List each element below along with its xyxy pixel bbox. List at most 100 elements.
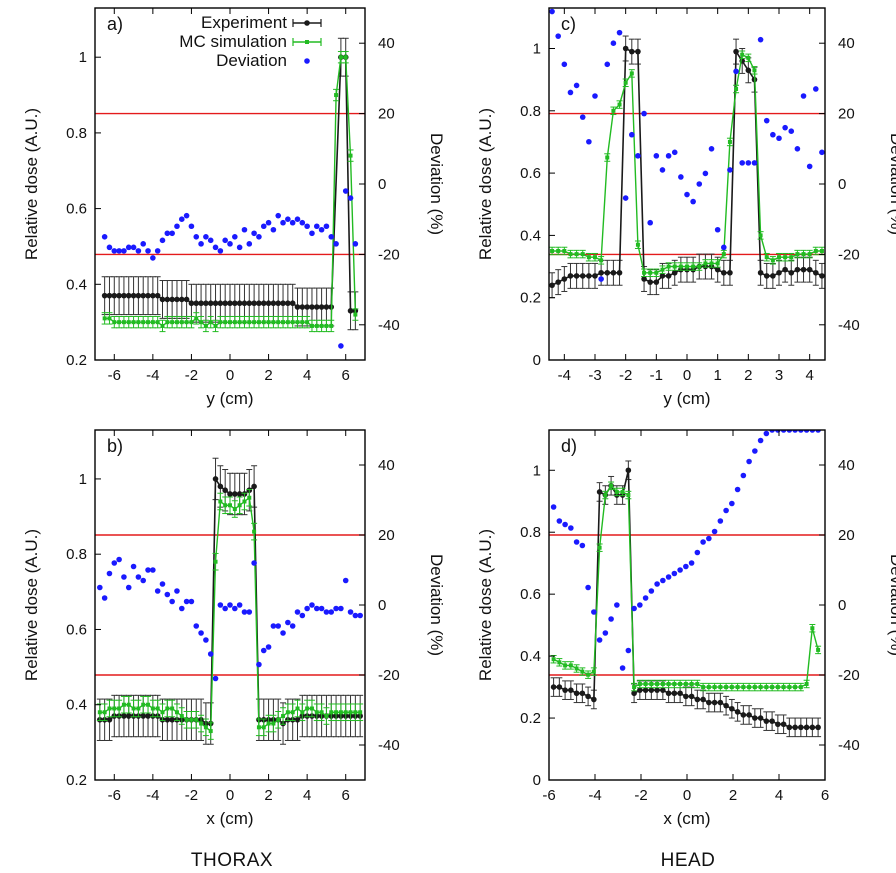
experiment-point [763, 718, 770, 724]
simulation-point [741, 685, 746, 690]
panel-label: c) [561, 14, 576, 34]
deviation-point [289, 219, 296, 226]
simulation-point [666, 264, 671, 269]
simulation-point [194, 717, 199, 722]
experiment-point [786, 724, 793, 731]
y-tick-label: 0.6 [66, 201, 87, 218]
experiment-point [671, 690, 678, 697]
deviation-point [352, 612, 359, 619]
experiment-point [683, 693, 689, 700]
deviation-point [642, 595, 649, 601]
x-tick-label: -6 [542, 787, 555, 804]
deviation-point [289, 623, 296, 629]
experiment-point [227, 491, 233, 497]
x-tick-label: -2 [185, 787, 198, 804]
simulation-point [620, 489, 625, 494]
deviation-point [614, 602, 620, 608]
deviation-point [154, 588, 161, 594]
experiment-point [591, 696, 597, 703]
x-axis-title: y (cm) [206, 389, 253, 408]
simulation-point [146, 702, 151, 707]
simulation-point [752, 68, 757, 73]
simulation-point [131, 706, 136, 711]
simulation-point [626, 493, 631, 498]
deviation-point [193, 623, 200, 629]
y2-tick-label: 20 [378, 106, 395, 123]
deviation-point [116, 556, 122, 563]
deviation-point [561, 61, 568, 68]
deviation-point [251, 230, 257, 237]
experiment-point [164, 296, 171, 303]
experiment-point [193, 300, 200, 307]
deviation-point [294, 216, 301, 222]
simulation-point [189, 320, 194, 325]
simulation-point [580, 669, 585, 674]
experiment-point [106, 292, 113, 299]
simulation-point [97, 710, 102, 715]
experiment-point [246, 300, 253, 307]
deviation-point [573, 82, 580, 89]
experiment-point [598, 269, 604, 276]
deviation-point [342, 577, 349, 584]
deviation-point [696, 181, 703, 187]
experiment-point [809, 724, 816, 731]
experiment-line [99, 476, 361, 725]
deviation-point [616, 29, 623, 36]
deviation-point [579, 114, 586, 120]
deviation-point [328, 609, 335, 615]
deviation-point [328, 234, 335, 240]
experiment-point [579, 273, 586, 279]
deviation-point [304, 605, 310, 612]
simulation-point [338, 55, 343, 60]
experiment-point [125, 713, 132, 719]
experiment-point [101, 292, 108, 299]
experiment-point [159, 296, 166, 303]
simulation-point [727, 139, 732, 144]
simulation-point [752, 685, 757, 690]
legend-label: Experiment [201, 13, 287, 32]
x-tick-label: 4 [303, 367, 311, 384]
simulation-point [112, 320, 117, 325]
deviation-point [313, 223, 320, 230]
experiment-point [654, 687, 660, 693]
simulation-point [655, 681, 660, 686]
legend-symbol-deviation [304, 58, 310, 64]
deviation-point [188, 598, 195, 605]
x-tick-label: -2 [619, 367, 632, 384]
y-tick-label: 0.4 [66, 276, 87, 293]
experiment-point [694, 696, 701, 703]
deviation-point [550, 504, 557, 510]
simulation-point [146, 320, 151, 325]
experiment-point [174, 296, 180, 303]
experiment-point [260, 300, 267, 307]
y-axis-title: Relative dose (A.U.) [476, 108, 495, 260]
simulation-point [586, 672, 591, 677]
deviation-point [660, 577, 666, 584]
experiment-point [800, 266, 807, 273]
experiment-point [635, 48, 641, 55]
simulation-point [758, 233, 763, 238]
simulation-point [795, 252, 800, 257]
simulation-point [770, 258, 775, 263]
simulation-point [734, 86, 739, 91]
simulation-point [136, 320, 141, 325]
simulation-point [208, 320, 213, 325]
deviation-point [227, 241, 233, 247]
x-tick-label: 2 [744, 367, 752, 384]
experiment-point [631, 690, 637, 697]
deviation-point [727, 167, 733, 173]
y2-tick-label: 20 [838, 527, 855, 544]
simulation-point [813, 248, 818, 253]
legend-label: MC simulation [179, 32, 287, 51]
experiment-point [637, 687, 643, 693]
experiment-point [752, 715, 758, 721]
y-tick-label: 0.8 [520, 103, 541, 120]
experiment-point [782, 266, 788, 273]
experiment-point [556, 684, 563, 690]
deviation-point [154, 248, 161, 254]
legend-symbol-marker [305, 40, 309, 44]
simulation-point [672, 681, 677, 686]
deviation-point [265, 219, 272, 226]
simulation-point [798, 685, 803, 690]
